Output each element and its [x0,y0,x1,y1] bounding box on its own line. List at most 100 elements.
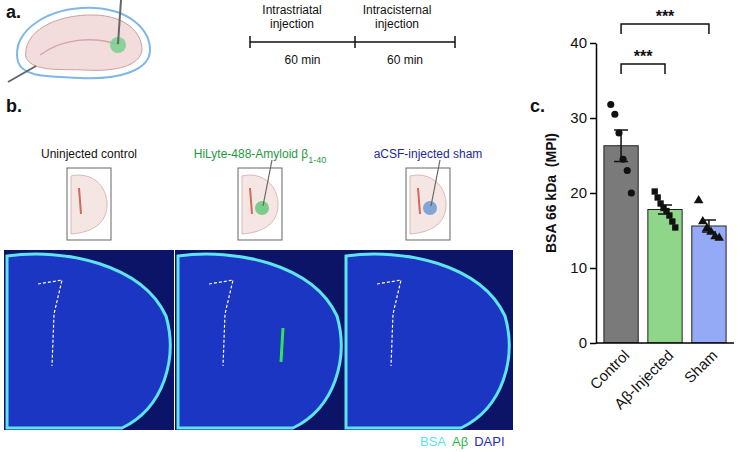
ventricle-outline [377,280,401,366]
thumbnail-slice [71,175,107,234]
section-image [175,250,345,430]
x-tick-label: Aβ-Injected [611,346,677,412]
error-cap [614,129,628,131]
y-tick-label: 30 [570,109,587,126]
x-axis: ControlAβ-InjectedSham [586,343,734,412]
column-title: aCSF-injected sham [374,147,483,161]
y-tick-label: 0 [579,334,587,351]
column-title-text: Uninjected control [41,147,137,161]
bar [648,210,682,344]
section-tissue [7,254,170,428]
y-tick-label: 20 [570,184,587,201]
data-point [652,188,658,194]
thumbnail-frame [67,168,111,240]
thumbnail-frame [406,168,450,240]
y-tick: 30 [570,109,596,126]
image-background [343,250,513,430]
error-bar [702,220,716,232]
column-title-text: HiLyte-488-Amyloid β [194,147,309,161]
significance-bracket [621,64,665,74]
y-tick: 20 [570,184,596,201]
stain-legend: DAPI [474,434,504,449]
error-stem [664,205,666,214]
image-background [175,250,345,430]
x-axis-line [596,342,734,344]
section-image [343,250,513,430]
thumbnail-needle [431,160,440,206]
significance-label: *** [634,48,653,65]
skull [17,8,150,78]
error-cap [658,204,672,206]
column-title-subscript: 1-40 [308,155,326,165]
thumbnail-ventricle [250,188,252,214]
panel-label: c. [530,96,545,116]
thumbnail [67,168,111,240]
significance-label: *** [656,8,675,25]
timeline-event: Intracisternalinjection [363,3,432,31]
bar [692,226,726,343]
thumbnail-slice [242,175,278,234]
panel-label: a. [6,2,21,22]
y-axis-title: BSA 66 kDa (MPI) [543,133,559,253]
plot-area [604,101,726,343]
y-tick-mark [590,43,596,45]
brain-schematic [8,0,150,82]
significance-bracket [621,24,709,34]
needle [118,0,121,44]
x-tick: Sham [681,343,721,386]
y-tick-label: 10 [570,259,587,276]
section-tissue [346,254,509,428]
error-cap [702,231,716,233]
error-bar [658,205,672,214]
y-tick: 40 [570,34,596,51]
timeline-tick [454,36,456,48]
timeline-interval: 60 min [387,53,423,67]
bar [604,146,638,343]
data-point [624,167,631,174]
section-image [4,250,174,430]
y-axis: 0 10 20 30 40 [570,34,596,351]
data-point [694,195,704,203]
stain-legend: Aβ [452,434,468,449]
thumbnail-ventricle [79,188,81,214]
data-point [669,218,675,224]
error-cap [658,213,672,215]
error-cap [702,219,716,221]
column-title-text: aCSF-injected sham [374,147,483,161]
amyloid-signal [281,328,283,362]
needle [8,66,36,82]
y-tick-label: 40 [570,34,587,51]
image-background [4,250,174,430]
x-tick-label: Sham [681,346,721,386]
thumbnail-needle [263,160,272,206]
error-cap [614,161,628,163]
timeline-tick [354,36,356,48]
thumbnail [406,160,450,240]
error-bar [614,130,628,162]
thumbnail-frame [238,168,282,240]
thumbnail-slice [410,175,446,234]
data-point [628,189,635,196]
y-tick: 0 [579,334,596,351]
panel-label: b. [6,96,22,116]
thumbnail [238,160,282,240]
timeline-event: Intrastriatalinjection [262,3,321,31]
data-point [672,224,678,230]
data-point [654,194,660,200]
thumbnail-injection [423,201,437,215]
y-tick-mark [590,343,596,345]
figure: a. Intrastriatalinjection Intracisternalin… [0,0,738,452]
timeline-tick [249,36,251,48]
error-stem [620,130,622,162]
data-point [714,232,724,240]
stain-legend: BSA [420,434,446,449]
column-title: Uninjected control [41,147,137,161]
y-tick-mark [590,118,596,120]
y-tick-mark [590,193,596,195]
thumbnail-ventricle [418,188,420,214]
ventricle-outline [209,280,233,366]
data-point [607,101,614,108]
column-title: HiLyte-488-Amyloid β1-40 [194,147,327,165]
brain [26,15,142,70]
brain-detail [40,40,120,55]
